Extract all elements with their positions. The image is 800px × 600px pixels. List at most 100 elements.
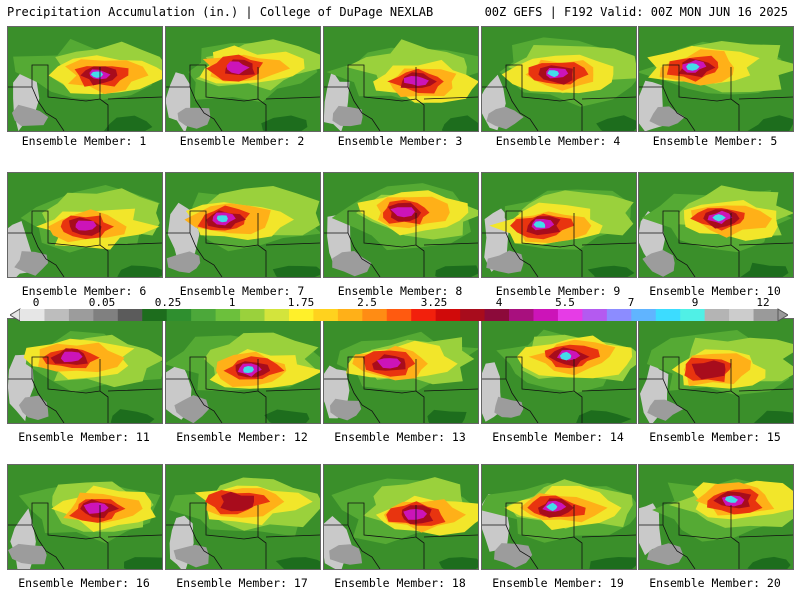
precip-map	[8, 27, 162, 131]
dry-area	[642, 250, 675, 277]
ensemble-member-panel	[323, 318, 479, 424]
dry-area	[494, 396, 524, 418]
colorbar-swatch	[68, 309, 94, 321]
ensemble-member-panel	[481, 318, 637, 424]
light-precip-area	[124, 557, 162, 569]
dry-area	[332, 105, 363, 127]
state-borders	[482, 502, 636, 569]
light-precip-area	[441, 115, 478, 131]
dry-area	[647, 399, 684, 421]
ensemble-member-label: Ensemble Member: 17	[176, 576, 308, 590]
colorbar-tick-label: 7	[627, 296, 635, 309]
ensemble-member-panel	[7, 172, 163, 278]
colorbar-swatch	[313, 309, 339, 321]
max-precip-area	[226, 61, 250, 75]
colorbar-swatch	[117, 309, 143, 321]
ensemble-member-label: Ensemble Member: 7	[179, 284, 305, 298]
precip-map	[324, 27, 478, 131]
colorbar-swatch	[680, 309, 706, 321]
light-precip-area	[117, 265, 162, 277]
state-borders	[639, 210, 793, 277]
ensemble-member-label: Ensemble Member: 18	[334, 576, 466, 590]
light-precip-area	[754, 410, 793, 423]
precip-map	[8, 319, 162, 423]
ensemble-member-label: Ensemble Member: 1	[21, 134, 147, 148]
light-precip-area	[272, 265, 320, 277]
ensemble-member-panel	[481, 464, 637, 570]
state-borders	[8, 210, 162, 277]
colorbar	[10, 308, 788, 322]
ensemble-member-panel	[7, 26, 163, 132]
ensemble-member-label: Ensemble Member: 2	[179, 134, 305, 148]
colorbar-swatch	[142, 309, 168, 321]
colorbar-swatch	[729, 309, 755, 321]
ensemble-member-label: Ensemble Member: 4	[495, 134, 621, 148]
precip-map	[639, 27, 793, 131]
precip-map	[324, 465, 478, 569]
dry-area	[332, 251, 372, 277]
valid-time-label: 00Z GEFS | F192 Valid: 00Z MON JUN 16 20…	[484, 5, 788, 19]
colorbar-swatch	[44, 309, 70, 321]
state-borders	[482, 356, 636, 423]
max-precip-area	[712, 214, 726, 222]
dry-area	[494, 543, 533, 568]
colorbar-tick-label: 9	[691, 296, 699, 309]
dry-area	[166, 251, 201, 273]
light-precip-area	[110, 409, 155, 423]
dry-area	[486, 250, 524, 274]
dry-area	[8, 543, 47, 565]
max-precip-area	[403, 509, 428, 520]
dry-area	[329, 544, 363, 565]
colorbar-tick-label: 1	[228, 296, 236, 309]
ensemble-member-panel	[638, 26, 794, 132]
colorbar-swatch	[215, 309, 241, 321]
precip-map	[166, 173, 320, 277]
precip-map	[482, 319, 636, 423]
dry-area	[173, 544, 209, 568]
ensemble-member-panel	[481, 26, 637, 132]
state-borders	[8, 502, 162, 569]
ensemble-member-label: Ensemble Member: 11	[18, 430, 150, 444]
max-precip-area	[547, 70, 559, 78]
precip-map	[482, 465, 636, 569]
max-precip-area	[686, 63, 700, 71]
state-borders	[166, 356, 320, 423]
light-precip-area	[747, 556, 791, 569]
light-precip-area	[275, 557, 320, 569]
dry-area	[649, 106, 685, 127]
max-precip-area	[60, 351, 83, 363]
ensemble-member-label: Ensemble Member: 8	[337, 284, 463, 298]
dry-area	[330, 398, 362, 421]
light-precip-area	[740, 262, 789, 277]
light-precip-area	[576, 410, 632, 423]
ensemble-member-panel	[638, 318, 794, 424]
colorbar-tick-label: 1.75	[287, 296, 315, 309]
colorbar-swatch	[337, 309, 363, 321]
colorbar-swatch	[582, 309, 608, 321]
precip-map	[324, 173, 478, 277]
state-borders	[166, 210, 320, 277]
ensemble-member-label: Ensemble Member: 3	[337, 134, 463, 148]
ensemble-member-panel	[165, 172, 321, 278]
colorbar-tick-label: 5.5	[555, 296, 575, 309]
colorbar-swatch	[484, 309, 510, 321]
max-precip-area	[390, 207, 415, 218]
map-title: Precipitation Accumulation (in.) | Colle…	[7, 5, 434, 19]
max-precip-area	[376, 358, 401, 369]
state-borders	[8, 64, 162, 131]
ensemble-member-label: Ensemble Member: 10	[649, 284, 781, 298]
ensemble-member-panel	[638, 464, 794, 570]
max-precip-area	[724, 495, 738, 503]
max-precip-area	[559, 351, 572, 361]
precip-map	[639, 319, 793, 423]
ensemble-member-label: Ensemble Member: 20	[649, 576, 781, 590]
heavy-precip-area	[691, 360, 726, 380]
ensemble-member-panel	[7, 318, 163, 424]
colorbar-swatch	[240, 309, 266, 321]
precip-map	[639, 465, 793, 569]
dry-area	[486, 106, 524, 130]
state-borders	[166, 64, 320, 131]
precip-map	[482, 173, 636, 277]
ensemble-member-label: Ensemble Member: 16	[18, 576, 150, 590]
state-borders	[166, 502, 320, 569]
